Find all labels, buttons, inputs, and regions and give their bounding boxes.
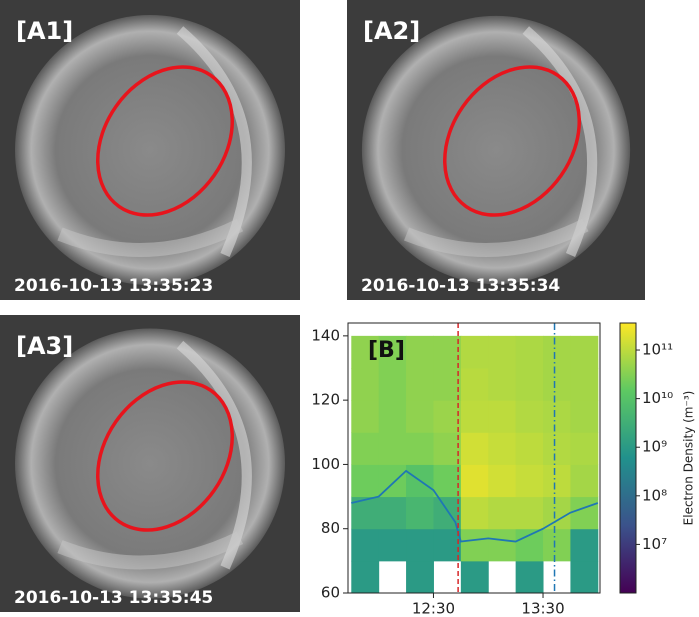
heat-cell (406, 496, 434, 530)
heat-cell (543, 528, 571, 562)
heat-cell (378, 528, 407, 562)
heat-cell (515, 496, 544, 530)
heat-cell (406, 368, 434, 401)
colorbar-label: Electron Density (m⁻³) (682, 391, 696, 526)
colorbar-tick-label: 10⁸ (642, 486, 667, 504)
heat-cell (460, 528, 489, 562)
y-tick-label: 100 (311, 455, 340, 473)
heat-cell (488, 464, 517, 498)
sky-panel: [A3] 2016-10-13 13:35:45 (0, 315, 300, 612)
heat-cell (515, 432, 544, 465)
heat-cell (543, 335, 571, 369)
heat-cell (488, 528, 517, 562)
heat-cell (433, 400, 462, 433)
heat-cell (460, 464, 489, 498)
axes-frame (347, 322, 601, 594)
colorbar-tick-label: 10¹¹ (642, 341, 673, 359)
timestamp: 2016-10-13 13:35:45 (14, 588, 213, 608)
heat-cell (570, 335, 599, 369)
heat-cell (433, 432, 462, 465)
heat-cell (460, 496, 489, 530)
heat-cell (488, 368, 517, 401)
timestamp: 2016-10-13 13:35:23 (14, 276, 213, 296)
panel-label: [A2] (363, 17, 420, 45)
heat-cell (351, 400, 380, 433)
heat-cell (433, 464, 462, 498)
heat-cell (515, 528, 544, 562)
aurora-band (57, 218, 244, 257)
heat-cell (378, 400, 407, 433)
heat-cell (406, 432, 434, 465)
heat-cell (570, 432, 599, 465)
heat-cell (488, 432, 517, 465)
colorbar (619, 322, 637, 594)
heat-cell (406, 400, 434, 433)
heat-cell (378, 368, 407, 401)
sky-panel: [A1] 2016-10-13 13:35:23 (0, 0, 300, 300)
highlight-ellipse (443, 65, 581, 217)
heat-cell (460, 400, 489, 433)
heat-cell (378, 496, 407, 530)
heat-cell (433, 496, 462, 530)
heat-cell (488, 400, 517, 433)
colorbar-tick-label: 10⁷ (642, 535, 667, 553)
panel-label: [A1] (16, 17, 73, 45)
heat-cell (351, 528, 380, 562)
heat-cell (570, 560, 599, 594)
heat-cell (406, 528, 434, 562)
heat-cell (351, 432, 380, 465)
heat-cell (433, 528, 462, 562)
sky-panel: [A2] 2016-10-13 13:35:34 (347, 0, 645, 300)
heat-cell (570, 400, 599, 433)
heat-cell (351, 335, 380, 369)
heat-cell (460, 368, 489, 401)
heat-cell (433, 368, 462, 401)
heat-cell (378, 335, 407, 369)
heat-cell (351, 560, 380, 594)
heat-cell (543, 496, 571, 530)
heat-cell (570, 464, 599, 498)
highlight-ellipse (96, 380, 234, 532)
x-tick-label: 13:30 (521, 600, 564, 617)
heat-cell (406, 560, 434, 594)
heat-cell (570, 528, 599, 562)
heat-cell (488, 335, 517, 369)
heat-cell (515, 464, 544, 498)
y-tick-label: 60 (321, 584, 340, 602)
heat-cell (351, 464, 380, 498)
highlight-ellipse (96, 65, 234, 217)
heat-cell (543, 400, 571, 433)
heat-cell (515, 368, 544, 401)
colorbar-tick-label: 10⁹ (642, 438, 667, 456)
heat-cell (515, 335, 544, 369)
timestamp: 2016-10-13 13:35:34 (361, 276, 560, 296)
heat-cell (543, 432, 571, 465)
heat-cell (460, 432, 489, 465)
y-tick-label: 120 (311, 391, 340, 409)
heat-cell (570, 496, 599, 530)
boundary-line (351, 469, 599, 543)
heat-cell (460, 560, 489, 594)
y-tick-label: 140 (311, 326, 340, 344)
heat-cell (460, 335, 489, 369)
heat-cell (570, 368, 599, 401)
heat-cell (378, 432, 407, 465)
heat-cell (488, 496, 517, 530)
y-tick-label: 80 (321, 519, 340, 537)
colorbar-tick-label: 10¹⁰ (642, 389, 673, 407)
x-tick-label: 12:30 (412, 600, 455, 617)
aurora-band (57, 531, 244, 570)
heat-cell (543, 368, 571, 401)
heat-cell (543, 464, 571, 498)
heat-cell (406, 335, 434, 369)
heat-cell (515, 560, 544, 594)
aurora-band (403, 218, 589, 257)
sky-dome (361, 15, 631, 285)
panel-label: [A3] (16, 332, 73, 360)
heat-cell (351, 368, 380, 401)
heat-cell (515, 400, 544, 433)
heat-cell (433, 335, 462, 369)
chart-label: [B] (368, 338, 405, 363)
